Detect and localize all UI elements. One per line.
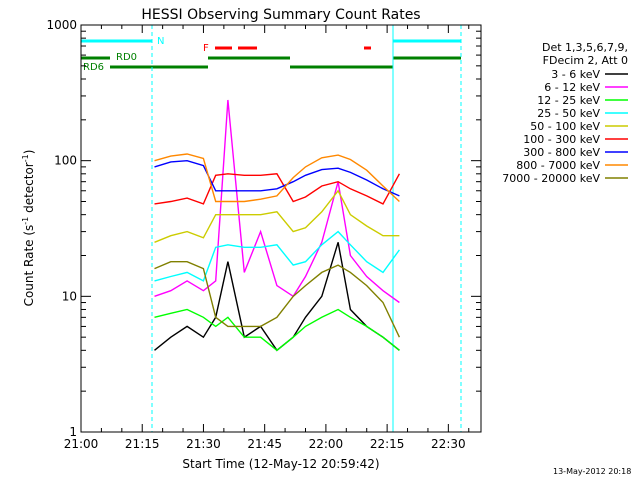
rd0-label: RD0: [116, 52, 137, 63]
x-tick-label: 22:00: [309, 437, 344, 451]
series-line-8: [154, 261, 401, 338]
x-tick-label: 21:00: [64, 437, 99, 451]
legend-label-3: 25 - 50 keV: [537, 107, 600, 120]
legend-label-4: 50 - 100 keV: [530, 120, 600, 133]
rd6-label: RD6: [83, 62, 104, 73]
series-line-4: [154, 189, 400, 243]
legend-header-line2: FDecim 2, Att 0: [543, 54, 628, 67]
legend-label-1: 6 - 12 keV: [544, 81, 600, 94]
y-tick-label: 1: [69, 425, 77, 439]
y-tick-label: 10: [62, 289, 77, 303]
x-axis-label: Start Time (12-May-12 20:59:42): [182, 457, 379, 471]
series-line-1: [154, 99, 400, 304]
y-tick-label: 1000: [46, 18, 77, 32]
legend-label-7: 800 - 7000 keV: [516, 159, 600, 172]
series-line-5: [154, 173, 401, 205]
y-axis-label-sup1: -1: [21, 217, 30, 225]
legend-label-5: 100 - 300 keV: [523, 133, 600, 146]
y-axis-label-main: Count Rate (s: [22, 225, 36, 307]
x-tick-label: 22:30: [431, 437, 466, 451]
series-line-7: [154, 153, 400, 203]
x-tick-label: 21:15: [125, 437, 160, 451]
plot-area: [80, 25, 462, 432]
legend-label-6: 300 - 800 keV: [523, 146, 600, 159]
y-tick-label: 100: [54, 154, 77, 168]
series-line-2: [154, 308, 400, 352]
legend-label-2: 12 - 25 keV: [537, 94, 600, 107]
x-tick-label: 21:30: [186, 437, 221, 451]
legend-header-line1: Det 1,3,5,6,7,9,: [542, 41, 628, 54]
y-axis-label: Count Rate (s-1 detector-1): [21, 150, 36, 307]
night-label: N: [157, 36, 164, 47]
plot-frame: [80, 24, 482, 433]
series-line-6: [154, 159, 400, 197]
x-tick-label: 22:15: [370, 437, 405, 451]
flare-label: F: [203, 43, 209, 54]
y-axis-label-sup2: -1: [21, 154, 30, 162]
legend-label-0: 3 - 6 keV: [551, 68, 600, 81]
y-axis-label-end: ): [22, 150, 36, 155]
footer-date: 13-May-2012 20:18: [553, 467, 631, 476]
x-tick-label: 21:45: [247, 437, 282, 451]
axes: 21:00 21:15 21:30 21:45 22:00 22:15 22:30 1 10 10…: [46, 18, 482, 451]
chart-title: HESSI Observing Summary Count Rates: [141, 7, 420, 23]
series-line-3: [154, 230, 400, 282]
y-axis-label-mid: detector: [22, 162, 36, 217]
legend-label-8: 7000 - 20000 keV: [502, 172, 600, 185]
